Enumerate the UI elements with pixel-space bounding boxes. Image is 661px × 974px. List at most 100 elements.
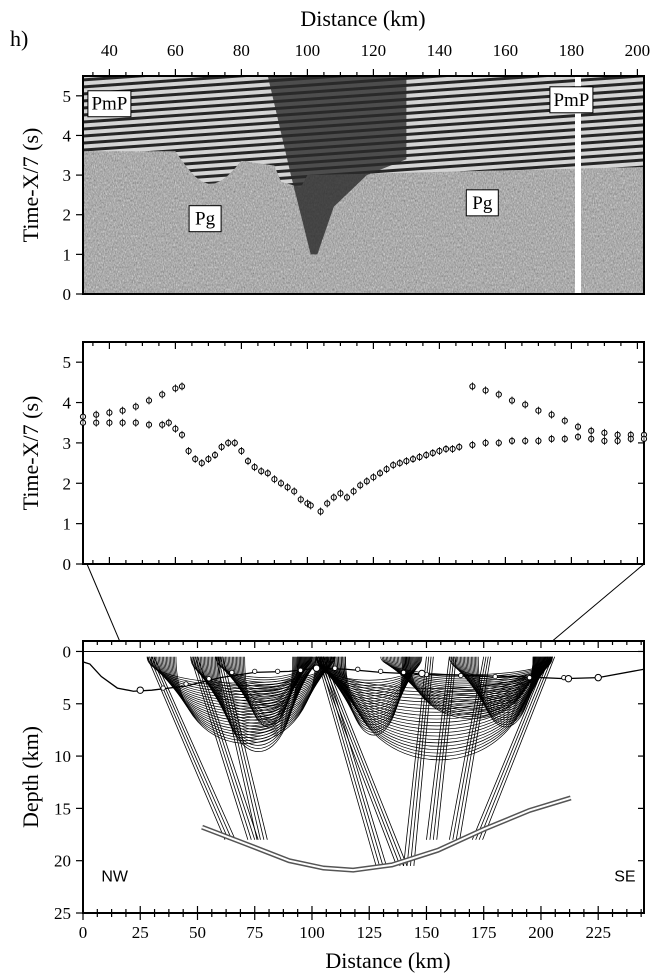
- y-tick-label: 15: [54, 799, 71, 818]
- phase-label-box: [549, 86, 594, 114]
- picks-x-ticks: [92, 342, 639, 564]
- top-x-axis-title: Distance (km): [300, 6, 425, 31]
- ray-path: [469, 656, 540, 713]
- y-tick-label: 5: [63, 695, 72, 714]
- moho-reflector: [201, 796, 572, 872]
- picked-times-panel: 0 1 2 3 4 5 Time-X/7 (s): [18, 341, 648, 574]
- x-tick-label: 100: [299, 923, 325, 942]
- interface-node: [160, 685, 166, 691]
- reflected-ray: [192, 656, 252, 840]
- ray-path: [468, 656, 540, 711]
- reflected-ray: [215, 656, 258, 840]
- y-tick-label: 3: [63, 434, 72, 453]
- station-marker: [594, 673, 602, 682]
- reflected-ray: [146, 656, 226, 840]
- station-marker: [312, 664, 321, 672]
- interface-node: [400, 669, 407, 675]
- ray-path: [237, 656, 298, 716]
- y-tick-label: 2: [63, 474, 72, 493]
- dotted-interface: [136, 664, 602, 694]
- reflected-ray: [406, 656, 430, 866]
- ray-path: [219, 656, 298, 752]
- interface-node: [492, 673, 498, 680]
- y-tick-label: 10: [54, 747, 71, 766]
- record-section-panel: Distance (km) 40 60 80 100 120 140 160 180 200 0…: [18, 6, 650, 304]
- interface-node: [183, 681, 189, 687]
- x-tick-label: 0: [79, 923, 88, 942]
- y-tick-label: 2: [63, 206, 72, 225]
- reflected-ray: [323, 656, 387, 867]
- depth-ticks: 0 5 10 15 20 25: [54, 642, 644, 923]
- x-tick-label: 140: [427, 41, 453, 60]
- picked-points: [79, 382, 648, 516]
- phase-label: Pg: [195, 209, 216, 230]
- x-tick-label: 25: [132, 923, 149, 942]
- ray-path: [241, 656, 295, 723]
- station-marker: [564, 674, 573, 683]
- x-tick-label: 175: [471, 923, 497, 942]
- record-y-axis-title: Time-X/7 (s): [18, 128, 43, 243]
- ray-plot-area: [83, 650, 644, 873]
- phase-label: PmP: [553, 90, 589, 111]
- reflected-ray: [471, 656, 549, 840]
- reflected-ray: [478, 656, 553, 840]
- record-section-frame: [82, 75, 645, 295]
- depth-axis-title: Depth (km): [18, 726, 43, 828]
- region-labels: NW SE: [101, 869, 635, 886]
- reflected-ray: [197, 656, 259, 840]
- x-tick-label: 150: [414, 923, 440, 942]
- phase-label-box: [465, 189, 499, 217]
- interface-node: [252, 668, 258, 674]
- y-tick-label: 1: [63, 515, 72, 534]
- picks-y-axis-title: Time-X/7 (s): [18, 396, 43, 511]
- interface-node: [526, 675, 533, 681]
- record-data-gap: [575, 76, 581, 294]
- picks-y-ticks: 0 1 2 3 4 5: [63, 353, 644, 574]
- x-tick-label: 180: [559, 41, 585, 60]
- interface-node: [458, 672, 464, 679]
- reflected-ray: [153, 656, 236, 840]
- x-tick-label: 200: [528, 923, 554, 942]
- connector-line-right: [552, 563, 645, 642]
- ray-path: [476, 656, 535, 725]
- interface-node: [332, 665, 338, 671]
- y-tick-label: 5: [63, 87, 72, 106]
- station-marker: [418, 669, 426, 678]
- ray-coverage-panel: 0 5 10 15 20 25 0 25 50 75 100 125 150 175 200 225 Dep…: [18, 640, 645, 973]
- phase-label: Pg: [472, 193, 493, 214]
- reflected-ray: [413, 656, 434, 866]
- record-section-image: [83, 76, 644, 294]
- phase-label-box: [188, 205, 222, 233]
- ray-path: [244, 656, 294, 728]
- phase-labels: PmP Pg Pg PmP: [87, 86, 594, 233]
- ray-path: [240, 656, 296, 720]
- x-tick-label: 75: [246, 923, 263, 942]
- reflected-ray: [475, 656, 551, 840]
- reflected-ray: [318, 656, 401, 867]
- reflected-ray: [219, 656, 265, 840]
- reflected-ray: [448, 656, 485, 840]
- reflected-ray: [482, 656, 556, 840]
- reflected-ray: [432, 656, 455, 840]
- reflected-ray: [455, 656, 489, 840]
- y-tick-label: 0: [63, 285, 72, 304]
- ray-panel-background: [83, 641, 644, 913]
- x-tick-label: 100: [295, 41, 321, 60]
- reflected-ray: [323, 656, 408, 867]
- reflected-ray: [190, 656, 249, 840]
- x-tick-label: 125: [356, 923, 382, 942]
- reflected-ray: [320, 656, 404, 867]
- station-marker: [136, 686, 144, 694]
- sediment-interface: [83, 661, 644, 692]
- bottom-x-ticks: 0 25 50 75 100 125 150 175 200 225: [79, 641, 642, 942]
- reflected-ray: [403, 656, 427, 866]
- y-tick-label: 25: [54, 904, 71, 923]
- x-tick-label: 200: [625, 41, 651, 60]
- picked-times-frame: [82, 341, 645, 565]
- phase-label: PmP: [91, 94, 127, 115]
- interface-node: [378, 668, 384, 674]
- reflected-ray: [452, 656, 487, 840]
- reflected-ray: [459, 656, 491, 840]
- ray-path: [242, 656, 295, 725]
